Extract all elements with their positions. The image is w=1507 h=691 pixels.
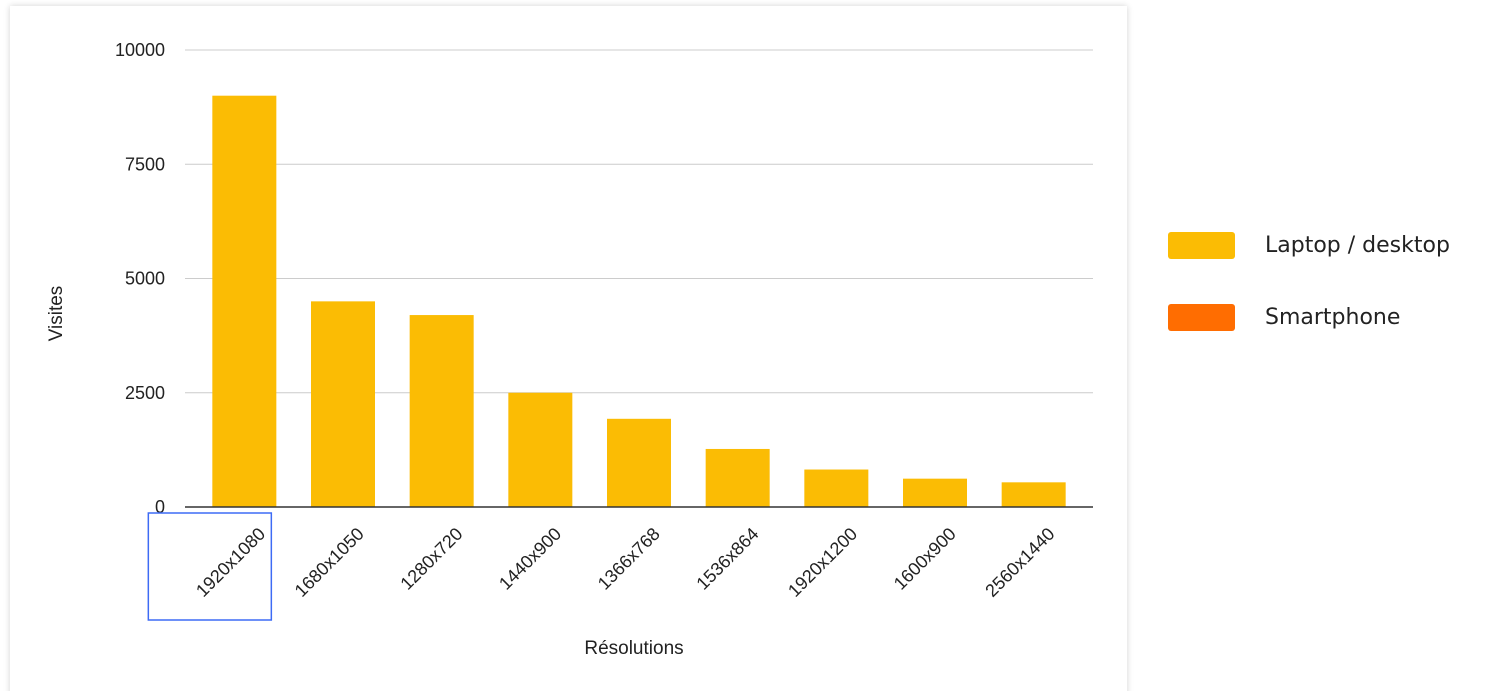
legend-label: Smartphone <box>1265 304 1401 330</box>
x-axis-label: Résolutions <box>584 638 683 659</box>
legend-label: Laptop / desktop <box>1265 232 1450 258</box>
x-tick-label: 1536x864 <box>692 524 762 594</box>
x-tick-label: 1600x900 <box>890 524 960 594</box>
y-tick-label: 2500 <box>125 383 165 403</box>
x-tick-label: 1680x1050 <box>291 524 368 601</box>
bar-1920x1200[interactable] <box>804 469 869 507</box>
bar-2560x1440[interactable] <box>1001 482 1066 507</box>
bar-1366x768[interactable] <box>607 418 671 507</box>
x-tick-label: 1440x900 <box>495 524 565 594</box>
x-tick-labels: 1920x1080 1680x1050 1280x720 1440x900 1366x7… <box>192 524 1058 601</box>
legend-swatch-smartphone <box>1168 303 1235 331</box>
y-tick-label: 0 <box>155 497 165 517</box>
y-tick-label: 7500 <box>125 154 165 174</box>
x-tick-label: 1366x768 <box>594 524 664 594</box>
x-tick-label: 2560x1440 <box>981 524 1058 601</box>
chart-card <box>10 6 1127 691</box>
legend-item-smartphone[interactable]: Smartphone <box>1168 292 1498 342</box>
bar-1536x864[interactable] <box>705 448 770 507</box>
y-tick-labels: 0 2500 5000 7500 10000 <box>115 40 165 517</box>
legend-swatch-laptop-desktop <box>1168 231 1235 259</box>
legend-item-laptop-desktop[interactable]: Laptop / desktop <box>1168 220 1498 270</box>
x-tick-label: 1280x720 <box>396 524 466 594</box>
bars <box>212 95 1066 507</box>
x-tick-label: 1920x1200 <box>784 524 861 601</box>
bar-1440x900[interactable] <box>508 392 573 507</box>
x-tick-label: 1920x1080 <box>192 524 269 601</box>
bar-chart: 0 2500 5000 7500 10000 1920x1080 1680x1050 128… <box>46 40 1093 659</box>
selected-category-highlight <box>147 512 273 621</box>
bar-1600x900[interactable] <box>903 478 967 507</box>
bar-1920x1080[interactable] <box>212 95 277 507</box>
y-axis-label: Visites <box>46 286 67 342</box>
y-tick-label: 10000 <box>115 40 165 60</box>
bar-1680x1050[interactable] <box>311 301 375 507</box>
y-tick-label: 5000 <box>125 269 165 289</box>
legend: Laptop / desktop Smartphone <box>1168 220 1498 342</box>
bar-1280x720[interactable] <box>409 315 474 507</box>
